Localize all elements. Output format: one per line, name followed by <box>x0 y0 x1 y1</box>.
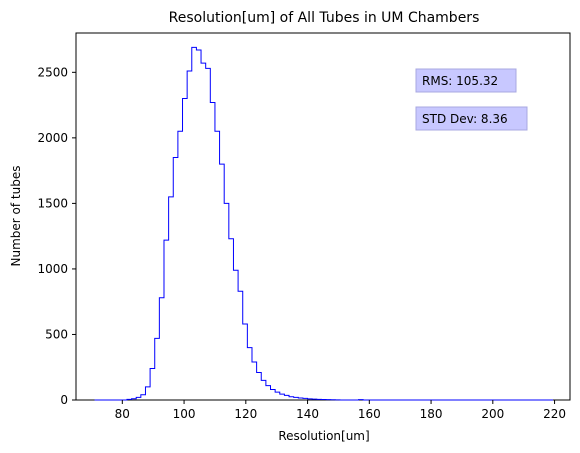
y-axis: 0 500 1000 1500 2000 2500 <box>37 65 76 407</box>
x-tick-label: 120 <box>234 407 257 421</box>
y-tick-label: 2000 <box>37 131 68 145</box>
x-tick-label: 100 <box>173 407 196 421</box>
y-tick-label: 1000 <box>37 262 68 276</box>
y-tick-label: 2500 <box>37 65 68 79</box>
y-tick-label: 500 <box>45 327 68 341</box>
x-axis: 80 100 120 140 160 180 200 220 <box>115 400 566 421</box>
x-tick-label: 140 <box>296 407 319 421</box>
chart-title: Resolution[um] of All Tubes in UM Chambe… <box>169 10 480 26</box>
y-axis-label: Number of tubes <box>9 166 23 267</box>
x-tick-label: 180 <box>420 407 443 421</box>
x-tick-label: 220 <box>543 407 566 421</box>
plot-area-frame <box>75 32 571 401</box>
x-axis-label: Resolution[um] <box>278 429 369 443</box>
rms-annotation-text: RMS: 105.32 <box>422 74 498 88</box>
x-tick-label: 80 <box>115 407 130 421</box>
y-tick-label: 0 <box>60 393 68 407</box>
std-annotation-text: STD Dev: 8.36 <box>422 112 508 126</box>
y-tick-label: 1500 <box>37 196 68 210</box>
rms-annotation: RMS: 105.32 <box>415 68 517 93</box>
x-tick-label: 200 <box>481 407 504 421</box>
histogram-series <box>94 46 554 401</box>
x-tick-label: 160 <box>358 407 381 421</box>
std-annotation: STD Dev: 8.36 <box>415 106 528 131</box>
